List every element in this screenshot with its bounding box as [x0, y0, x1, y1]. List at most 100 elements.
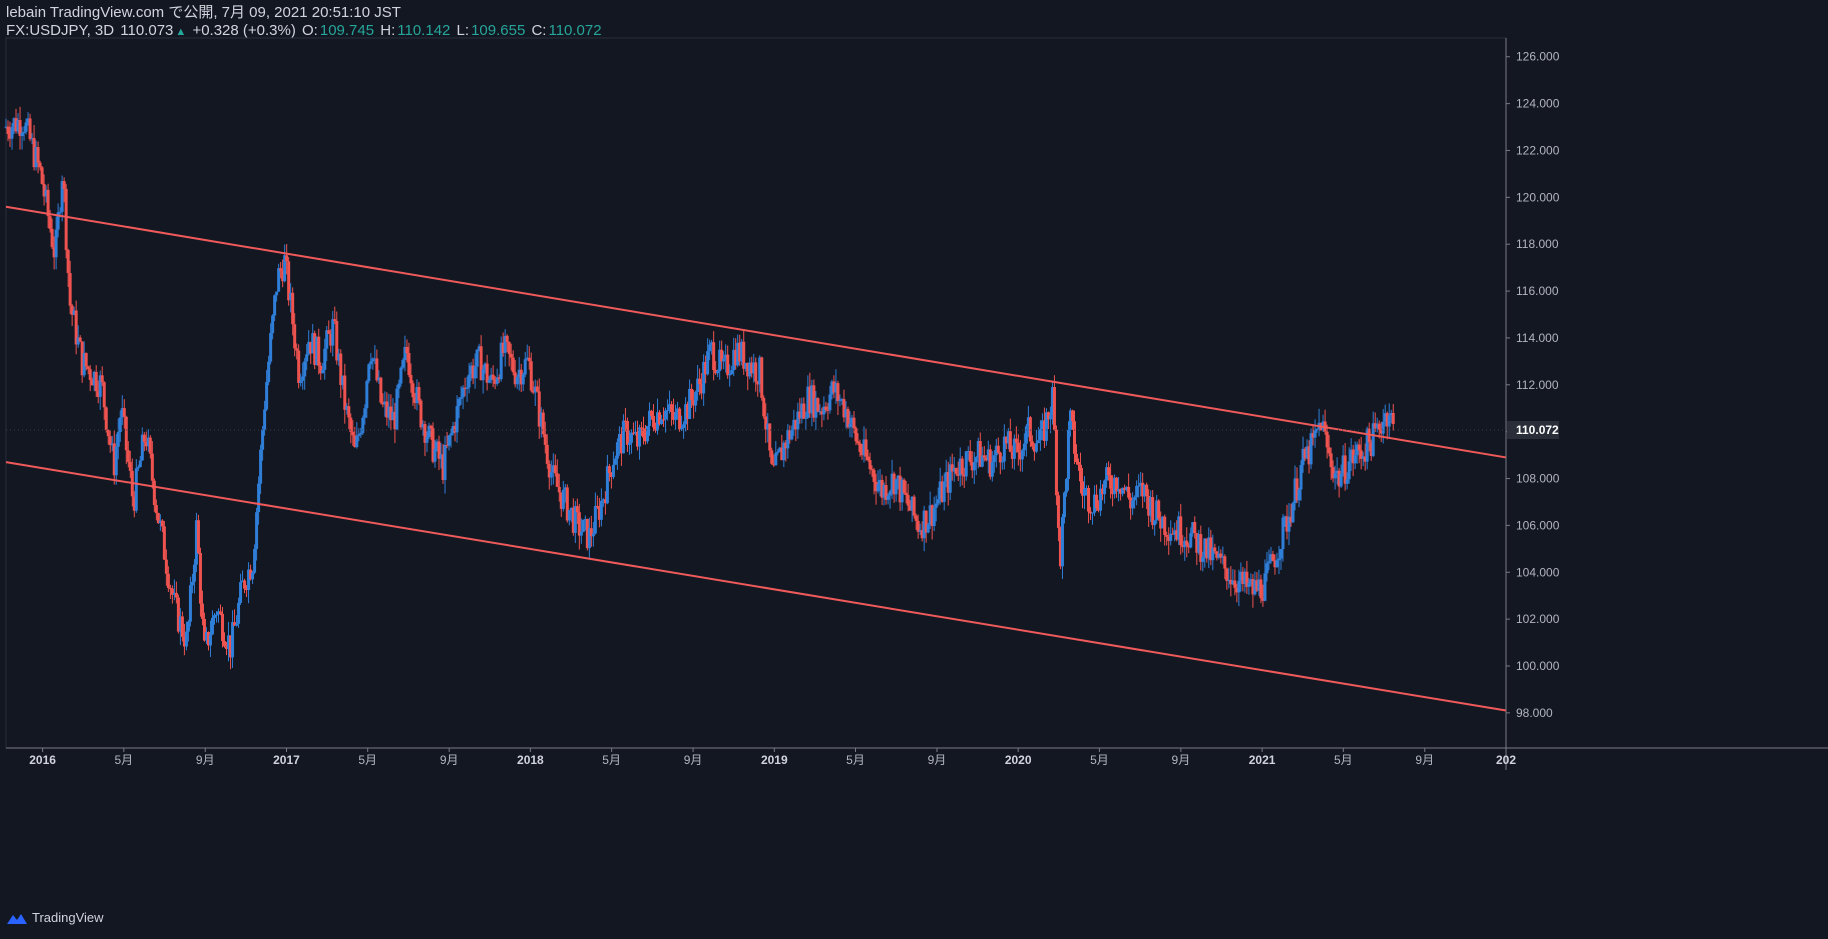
candle-body [34, 147, 38, 168]
candle-body [952, 467, 956, 472]
candle-body [1345, 479, 1349, 484]
candle-body [1231, 580, 1235, 585]
candle-body [908, 505, 912, 511]
candle-body [567, 509, 571, 521]
candle-body [1265, 563, 1269, 574]
candle-body [417, 387, 421, 401]
candle-body [293, 324, 297, 349]
candle-body [72, 310, 76, 315]
candle-body [930, 505, 934, 527]
candle-body [437, 441, 441, 459]
candle-body [830, 381, 834, 395]
candle-body [736, 342, 740, 366]
candle-body [156, 513, 160, 524]
candle-body [862, 439, 866, 456]
candle-body [70, 305, 74, 315]
candle-body [32, 138, 36, 168]
candle-body [581, 519, 585, 532]
candle-body [990, 462, 994, 477]
x-tick-label: 2017 [273, 753, 300, 767]
candle-body [726, 354, 730, 376]
candle-body [14, 118, 18, 132]
candle-body [122, 408, 126, 417]
candle-body [515, 377, 519, 385]
candle-body [337, 353, 341, 361]
low-label: L: [456, 22, 470, 39]
y-tick-label: 102.000 [1516, 612, 1560, 626]
candle-body [503, 335, 507, 353]
candle-body [475, 349, 479, 367]
candle-body [1105, 467, 1109, 481]
candle-body [1026, 417, 1030, 427]
candle-body [275, 291, 279, 296]
candle-body [1357, 444, 1361, 451]
candle-body [491, 374, 495, 380]
y-tick-label: 104.000 [1516, 565, 1560, 579]
candle-body [1301, 448, 1305, 465]
x-tick-label: 9月 [1172, 753, 1191, 767]
candle-body [1379, 429, 1383, 434]
candle-body [1097, 508, 1101, 511]
candle-body [493, 379, 497, 384]
candle-body [1311, 433, 1315, 438]
candle-body [451, 426, 455, 434]
candle-body [888, 491, 892, 496]
candle-body [988, 449, 992, 477]
candle-body [629, 432, 633, 443]
candle-body [900, 479, 904, 503]
y-tick-label: 100.000 [1516, 659, 1560, 673]
candle-body [1209, 537, 1213, 561]
candle-body [62, 181, 66, 189]
candle-body [1143, 484, 1147, 497]
candle-body [1217, 553, 1221, 558]
candle-body [643, 437, 647, 442]
symbol-label[interactable]: FX:USDJPY, 3D [6, 22, 115, 39]
candle-body [523, 359, 527, 375]
candle-body [744, 362, 748, 369]
x-tick-label: 5月 [1090, 753, 1109, 767]
candle-body [750, 362, 754, 374]
candle-body [1137, 485, 1141, 487]
candle-body [583, 518, 587, 520]
candle-body [1245, 571, 1249, 587]
candle-body [1024, 426, 1028, 444]
candle-body [357, 434, 361, 437]
candle-body [684, 404, 688, 425]
x-tick-label: 2016 [29, 753, 56, 767]
candle-body [1275, 560, 1279, 568]
candle-body [267, 361, 271, 383]
candle-body [1303, 448, 1307, 459]
candle-body [710, 342, 714, 345]
candle-body [154, 505, 158, 514]
candle-body [854, 428, 858, 442]
candle-body [774, 453, 778, 466]
candle-body [1107, 467, 1111, 476]
candle-body [660, 419, 664, 424]
candle-body [38, 162, 42, 168]
candle-body [212, 615, 216, 618]
open-label: O: [302, 22, 318, 39]
candle-body [720, 349, 724, 362]
candle-body [371, 358, 375, 362]
candle-body [22, 131, 26, 133]
candle-body [1369, 442, 1373, 456]
candle-body [656, 412, 660, 431]
candle-body [373, 358, 377, 360]
candle-body [1203, 538, 1207, 558]
candle-body [1207, 537, 1211, 559]
candle-body [1287, 516, 1291, 532]
candle-body [597, 506, 601, 520]
candle-body [1048, 415, 1052, 420]
candle-body [1381, 421, 1385, 434]
publish-info: lebain TradingView.com で公開, 7月 09, 2021 … [6, 4, 401, 21]
candle-body [1305, 446, 1309, 459]
candle-body [537, 391, 541, 427]
candle-body [449, 433, 453, 436]
candle-body [367, 364, 371, 382]
candle-body [531, 390, 535, 393]
candle-body [8, 133, 12, 139]
candle-body [1363, 456, 1367, 462]
candle-body [808, 386, 812, 414]
candle-body [1159, 518, 1163, 529]
